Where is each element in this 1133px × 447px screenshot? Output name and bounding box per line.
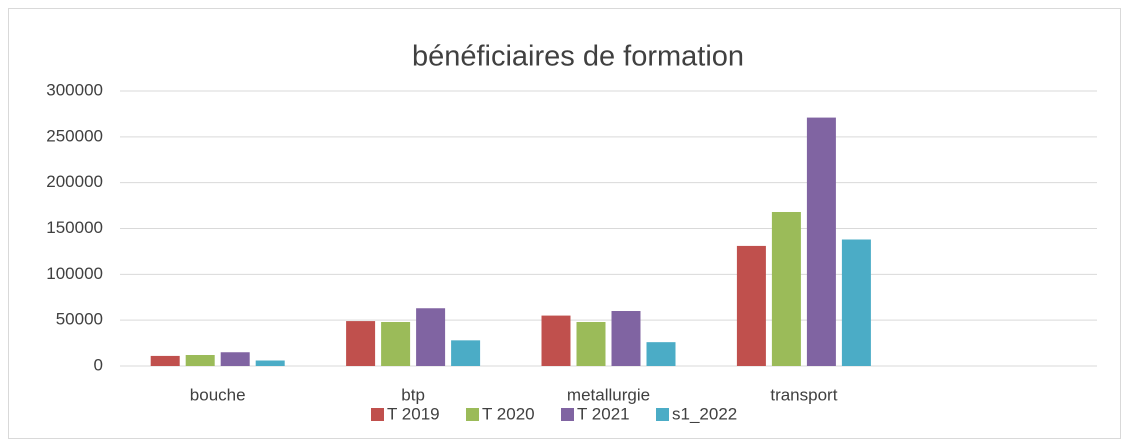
bar (646, 342, 676, 366)
legend-swatch (466, 408, 479, 421)
bar (806, 117, 836, 366)
bar (611, 311, 641, 366)
bar (771, 212, 801, 366)
y-tick-label: 100000 (46, 264, 103, 283)
bar (381, 322, 411, 366)
bar (220, 352, 250, 366)
bar (541, 315, 571, 366)
legend-label: T 2019 (387, 404, 440, 423)
bar (576, 322, 606, 366)
x-tick-label: btp (401, 385, 425, 404)
bar (346, 321, 376, 366)
legend-swatch (561, 408, 574, 421)
y-tick-label: 250000 (46, 126, 103, 145)
x-tick-label: bouche (190, 385, 246, 404)
bar (841, 239, 871, 366)
y-tick-label: 150000 (46, 218, 103, 237)
bar (150, 355, 180, 366)
chart-border (8, 8, 1121, 439)
bar (255, 360, 285, 366)
bar (416, 308, 446, 366)
x-tick-label: transport (770, 385, 837, 404)
legend-swatch (371, 408, 384, 421)
y-tick-label: 50000 (56, 310, 103, 329)
legend-label: s1_2022 (672, 404, 737, 423)
bar (736, 245, 766, 366)
bar (451, 340, 481, 366)
y-tick-label: 300000 (46, 80, 103, 99)
legend-swatch (656, 408, 669, 421)
y-tick-label: 200000 (46, 172, 103, 191)
legend-label: T 2021 (577, 404, 630, 423)
chart-title: bénéficiaires de formation (412, 41, 744, 73)
bar (185, 355, 215, 366)
x-tick-label: metallurgie (567, 385, 650, 404)
y-tick-label: 0 (94, 355, 103, 374)
legend-label: T 2020 (482, 404, 535, 423)
